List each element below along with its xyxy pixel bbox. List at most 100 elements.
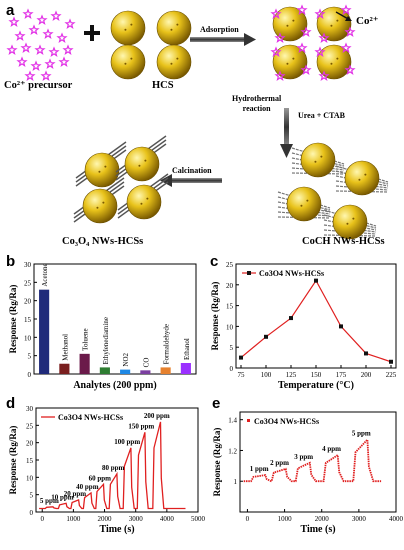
- legend-text: Co3O4 NWs-HCSs: [58, 413, 123, 422]
- y-tick-label: 10: [24, 334, 32, 342]
- bar-formaldehyde: [160, 367, 171, 374]
- co-precursor-cluster: [7, 9, 75, 81]
- precursor-star: [9, 17, 19, 27]
- calcination-label: Calcination: [172, 166, 212, 175]
- nanowire: [335, 165, 389, 183]
- precursor-star: [15, 31, 25, 41]
- y-tick-label: 0: [30, 509, 34, 517]
- x-tick-label: 200: [361, 371, 372, 379]
- bar-ethylenediamine: [99, 367, 110, 374]
- x-tick-label: 3000: [352, 515, 367, 523]
- bar-label: Ethylenediamine: [102, 317, 110, 364]
- bar-toluene: [79, 353, 90, 374]
- co3o4-sphere: [124, 146, 160, 182]
- series-line: [240, 279, 392, 363]
- panel-letter-c: c: [210, 253, 219, 270]
- y-tick-label: 1: [234, 478, 238, 486]
- y-axis-label: Response (Rg/Ra): [8, 285, 18, 354]
- bar-acetone: [39, 289, 50, 374]
- y-axis-label: Response (Rg/Ra): [8, 426, 18, 495]
- precursor-star: [35, 45, 45, 55]
- panel-letter-e: e: [212, 395, 221, 412]
- concentration-label: 2 ppm: [270, 459, 289, 467]
- x-tick-label: 75: [238, 371, 246, 379]
- y-tick-label: 15: [24, 316, 32, 324]
- bar-label: Toluene: [82, 328, 90, 350]
- panel-letter-b: b: [6, 253, 16, 270]
- x-tick-label: 1000: [278, 515, 293, 523]
- data-point: [264, 334, 268, 339]
- x-tick-label: 4000: [389, 515, 404, 523]
- hcs-sphere: [156, 44, 192, 80]
- adsorbed-spheres: [271, 5, 355, 81]
- data-point: [289, 316, 293, 321]
- precursor-label: Co²⁺ precursor: [4, 80, 73, 91]
- y-tick-label: 15: [26, 457, 34, 465]
- co-ion-star: [341, 43, 351, 53]
- x-tick-label: 5000: [191, 515, 206, 523]
- concentration-label: 40 ppm: [76, 483, 99, 491]
- co-ion-star: [341, 5, 351, 15]
- x-tick-label: 225: [386, 371, 397, 379]
- precursor-star: [57, 33, 67, 43]
- bar-co: [140, 370, 151, 374]
- bar-label: Formaldehyde: [163, 324, 171, 364]
- bar-label: CO: [142, 358, 150, 368]
- co3o4-sphere: [84, 152, 120, 188]
- bar-label: NO2: [122, 352, 130, 366]
- co-ion-label: Co²⁺: [356, 15, 379, 27]
- co-ion-star: [297, 5, 307, 15]
- y-tick-label: 10: [26, 474, 34, 482]
- series-line: [243, 437, 382, 483]
- x-axis-label: Time (s): [300, 524, 335, 535]
- data-point: [389, 359, 393, 364]
- adsorbed-sphere: [316, 44, 352, 80]
- synthesis-schematic: [7, 5, 389, 240]
- data-point: [314, 278, 318, 283]
- precursor-star: [45, 59, 55, 69]
- y-tick-label: 5: [230, 344, 234, 352]
- legend-text: Co3O4 NWs-HCSs: [259, 269, 324, 278]
- co3o4-label: Co₃O₄ NWs-HCSs: [62, 236, 144, 247]
- y-tick-label: 20: [24, 298, 32, 306]
- legend-marker: [247, 419, 250, 422]
- y-tick-label: 10: [226, 323, 234, 331]
- y-tick-label: 25: [26, 422, 34, 430]
- x-tick-label: 0: [40, 515, 44, 523]
- adsorbed-sphere: [272, 44, 308, 80]
- x-axis-label: Temperature (°C): [278, 380, 354, 391]
- y-tick-label: 20: [226, 282, 234, 290]
- hcs-sphere: [110, 10, 146, 46]
- y-tick-label: 0: [230, 365, 234, 373]
- y-tick-label: 30: [24, 261, 32, 269]
- x-tick-label: 100: [261, 371, 272, 379]
- x-tick-label: 4000: [160, 515, 175, 523]
- data-point: [364, 351, 368, 356]
- panel-letter-d: d: [6, 395, 16, 412]
- precursor-star: [65, 19, 75, 29]
- precursor-star: [31, 61, 41, 71]
- panel-letter-a: a: [6, 2, 15, 19]
- concentration-label: 1 ppm: [250, 465, 269, 473]
- x-axis-label: Time (s): [99, 524, 134, 535]
- y-tick-label: 15: [226, 303, 234, 311]
- bar-ethanol: [180, 363, 191, 374]
- bar-label: Methanol: [61, 334, 69, 361]
- concentration-label: 80 ppm: [102, 464, 125, 472]
- hcs-sphere: [110, 44, 146, 80]
- concentration-label: 4 ppm: [322, 445, 341, 453]
- y-tick-label: 1.4: [228, 417, 237, 425]
- coch-spheres: [277, 142, 389, 240]
- y-tick-label: 25: [226, 261, 234, 269]
- plot-frame: [239, 411, 397, 513]
- concentration-label: 200 ppm: [144, 412, 170, 420]
- x-axis-label: Analytes (200 ppm): [73, 380, 156, 391]
- adsorption-arrow: [190, 33, 256, 46]
- precursor-star: [63, 45, 73, 55]
- urea-ctab-label: Urea + CTAB: [298, 111, 345, 120]
- coch-label: CoCH NWs-HCSs: [302, 236, 385, 247]
- coch-sphere: [332, 204, 368, 240]
- co3o4-spheres: [73, 135, 169, 224]
- y-axis-label: Response (Rg/Ra): [210, 282, 220, 351]
- x-tick-label: 2000: [315, 515, 330, 523]
